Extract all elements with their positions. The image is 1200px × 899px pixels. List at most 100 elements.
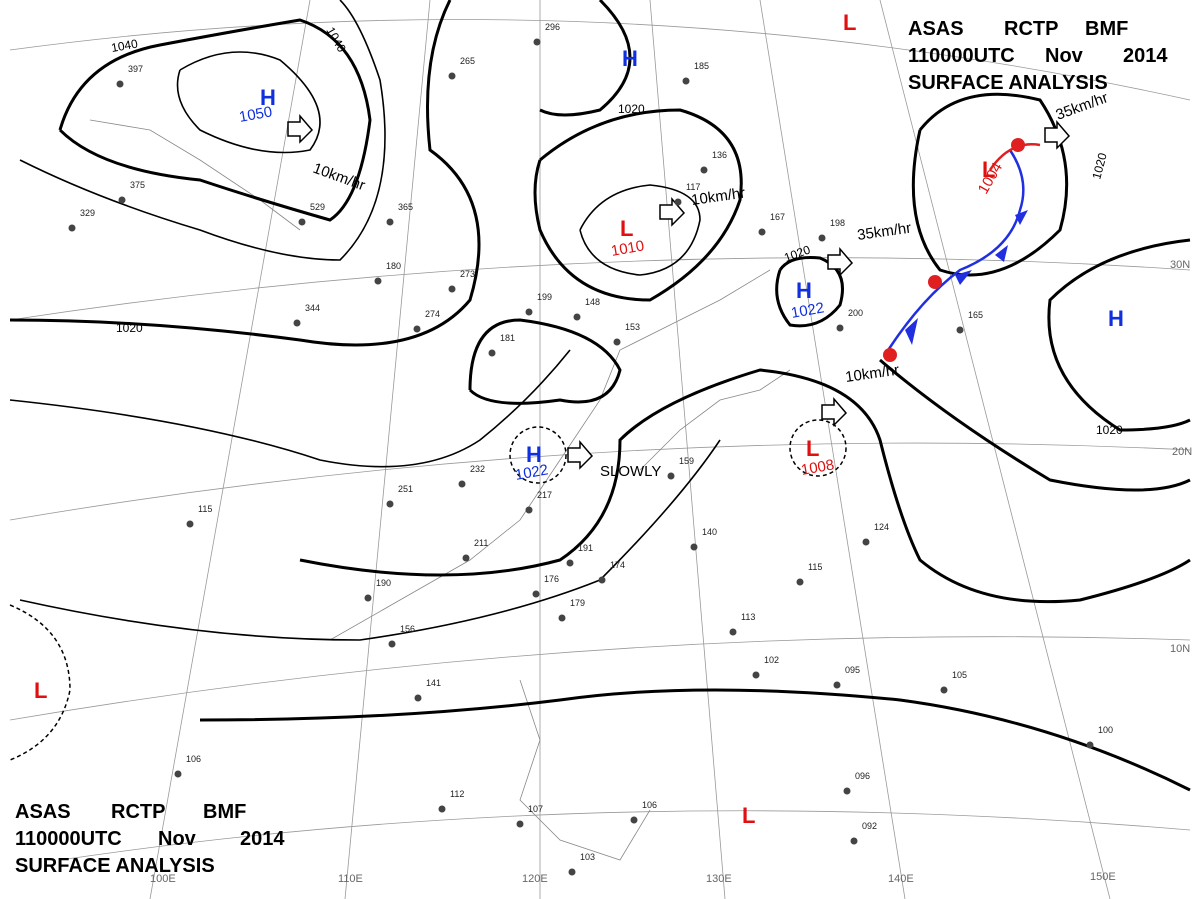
station-pressure: 397 [128, 64, 143, 74]
center-letter: H [796, 278, 812, 303]
station-marker [174, 770, 182, 778]
center-letter: L [620, 216, 633, 241]
header-text: 2014 [1123, 45, 1168, 67]
station-pressure: 112 [450, 789, 464, 799]
station-pressure: 113 [741, 612, 755, 622]
station-pressure: 329 [80, 208, 95, 218]
station-marker [388, 640, 396, 648]
station-pressure: 103 [580, 852, 595, 862]
longitude-label: 100E [150, 873, 176, 885]
station-pressure: 200 [848, 308, 863, 318]
latitude-label: 30N [1170, 259, 1190, 271]
center-letter: H [622, 46, 638, 71]
station-pressure: 156 [400, 624, 415, 634]
station-pressure: 167 [770, 212, 785, 222]
station-marker [818, 234, 826, 242]
isobar-label: 1040 [110, 36, 139, 54]
station-marker [566, 559, 574, 567]
header-text: SURFACE ANALYSIS [15, 855, 215, 877]
header-text: 2014 [240, 828, 285, 850]
station-pressure: 115 [808, 562, 822, 572]
station-pressure: 179 [570, 598, 585, 608]
center-letter: L [742, 803, 755, 828]
center-letter: L [806, 436, 819, 461]
latitude-label: 10N [1170, 643, 1190, 655]
station-pressure: 136 [712, 150, 727, 160]
center-letter: L [982, 157, 995, 182]
station-marker [532, 590, 540, 598]
labels: H1050L1010H1022H1022L1008L1004HHLLL10km/… [34, 10, 1192, 885]
isobars [9, 0, 1191, 792]
fronts [883, 138, 1041, 362]
station-marker [682, 77, 690, 85]
station-marker [386, 500, 394, 508]
isobar-label: 1020 [618, 102, 645, 116]
station-marker [700, 166, 708, 174]
station-marker [862, 538, 870, 546]
station-pressure: 217 [537, 490, 552, 500]
station-pressure: 159 [679, 456, 694, 466]
station-pressure: 140 [702, 527, 717, 537]
station-marker [293, 319, 301, 327]
station-marker [374, 277, 382, 285]
station-pressure: 096 [855, 771, 870, 781]
station-marker [533, 38, 541, 46]
station-marker [68, 224, 76, 232]
station-marker [438, 805, 446, 813]
station-pressure: 344 [305, 303, 320, 313]
station-marker [525, 308, 533, 316]
station-marker [1086, 741, 1094, 749]
station-marker [458, 480, 466, 488]
station-pressure: 191 [578, 543, 593, 553]
station-marker [462, 554, 470, 562]
station-marker [690, 543, 698, 551]
graticule [9, 0, 1191, 899]
station-pressure: 141 [426, 678, 441, 688]
station-marker [186, 520, 194, 528]
station-pressure: 165 [968, 310, 983, 320]
station-marker [833, 681, 841, 689]
center-pressure: 1050 [238, 103, 274, 126]
latitude-label: 20N [1172, 446, 1192, 458]
station-pressure: 232 [470, 464, 485, 474]
header-text: RCTP [111, 801, 165, 823]
center-pressure: 1008 [800, 456, 836, 479]
station-pressure: 265 [460, 56, 475, 66]
station-pressure: 107 [528, 804, 543, 814]
station-marker [613, 338, 621, 346]
header-text: ASAS [908, 18, 964, 40]
station-pressure: 092 [862, 821, 877, 831]
station-marker [488, 349, 496, 357]
station-marker [758, 228, 766, 236]
station-pressure: 190 [376, 578, 391, 588]
station-marker [413, 325, 421, 333]
station-marker [940, 686, 948, 694]
motion-arrows [287, 113, 1071, 470]
station-marker [843, 787, 851, 795]
station-marker [752, 671, 760, 679]
isobar-label: 1020 [116, 321, 143, 335]
longitude-label: 150E [1090, 871, 1116, 883]
station-pressure: 199 [537, 292, 552, 302]
station-marker [568, 868, 576, 876]
station-pressure: 115 [198, 504, 212, 514]
station-marker [298, 218, 306, 226]
station-marker [448, 285, 456, 293]
longitude-label: 140E [888, 873, 914, 885]
station-pressure: 529 [310, 202, 325, 212]
header-text: ASAS [15, 801, 71, 823]
station-pressure: 180 [386, 261, 401, 271]
header-text: SURFACE ANALYSIS [908, 72, 1108, 94]
header-text: 110000UTC [908, 45, 1015, 67]
station-marker [118, 196, 126, 204]
header-text: BMF [1085, 18, 1128, 40]
center-pressure: 1022 [514, 461, 550, 484]
center-letter: L [843, 10, 856, 35]
station-pressure: 251 [398, 484, 413, 494]
station-pressure: 181 [500, 333, 515, 343]
station-pressure: 211 [474, 538, 488, 548]
station-pressure: 198 [830, 218, 845, 228]
center-letter: H [260, 85, 276, 110]
longitude-label: 110E [338, 873, 363, 885]
